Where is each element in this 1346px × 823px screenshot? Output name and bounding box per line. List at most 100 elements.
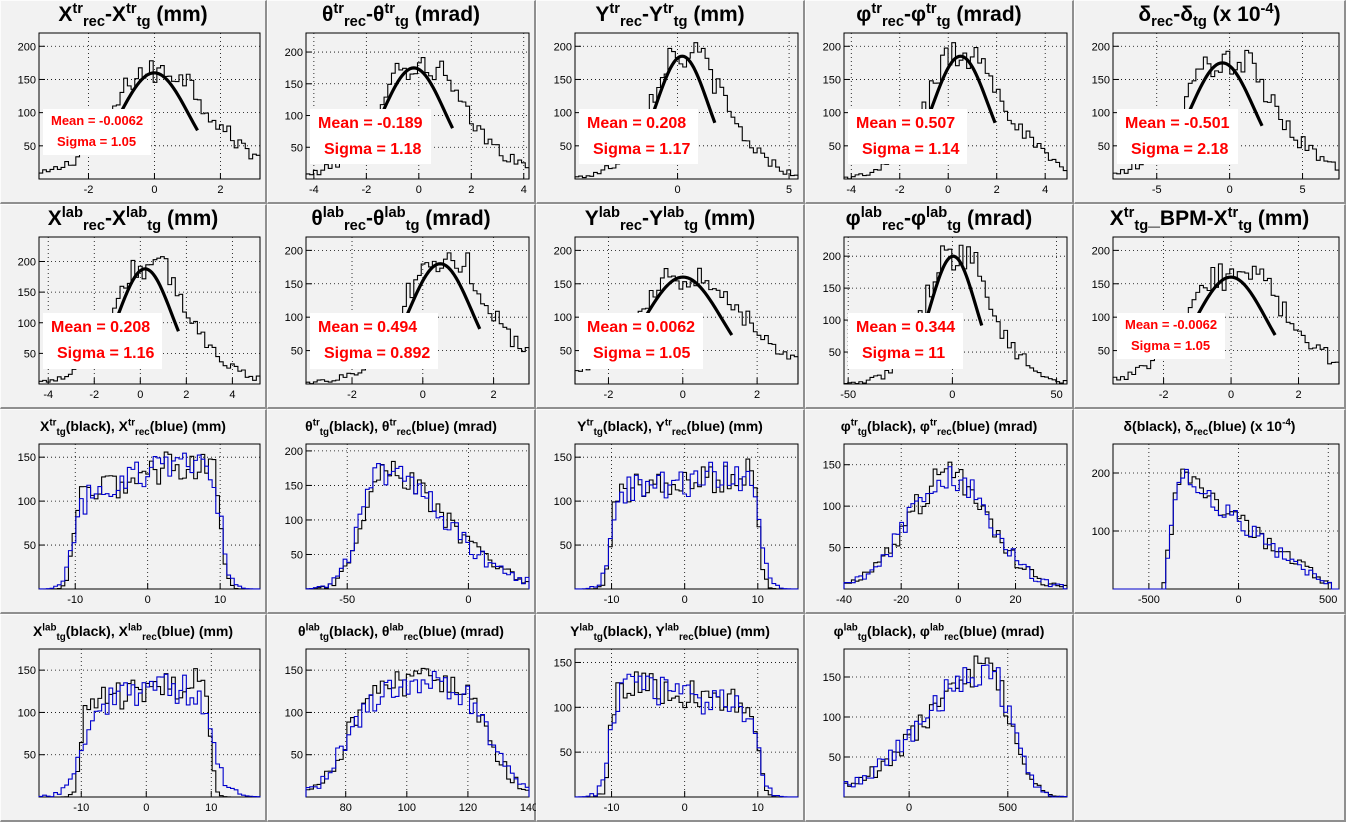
histogram-plot: -10 0 10 50 100 150	[554, 443, 799, 606]
fit-stats-box: Mean = 0.208 Sigma = 1.16	[43, 313, 163, 369]
x-tick-label: -10	[67, 594, 83, 606]
panel-title: Ylabtg(black), Ylabrec(blue) (mm)	[570, 622, 770, 643]
x-tick-label: 0	[675, 184, 681, 196]
panel-title: φtrrec-φtrtg (mrad)	[856, 1, 1022, 31]
panel-title: Xtrtg(black), Xtrrec(blue) (mm)	[40, 417, 226, 438]
x-tick-label: 20	[1009, 594, 1021, 606]
x-tick-label: -5	[1152, 184, 1162, 196]
x-tick-label: -20	[893, 594, 909, 606]
y-tick-label: 150	[285, 480, 303, 492]
fit-mean-label: Mean = 0.0062	[587, 319, 696, 337]
y-tick-label: 100	[554, 108, 572, 120]
x-tick-label: -2	[84, 184, 94, 196]
empty-panel	[1074, 614, 1346, 822]
x-tick-label: 0	[1235, 594, 1241, 606]
histogram-series	[305, 462, 530, 590]
panel-title: Ylabrec-Ylabtg (mm)	[584, 205, 756, 235]
y-tick-label: 150	[18, 665, 36, 677]
x-tick-label: 2	[183, 389, 189, 401]
y-tick-label: 100	[823, 108, 841, 120]
x-tick-label: 140	[520, 802, 538, 814]
panel-title: φlabrec-φlabtg (mrad)	[845, 205, 1033, 235]
histogram-plot: -2 0 2 50 100 150 200	[554, 236, 799, 401]
x-tick-label: -2	[604, 389, 614, 401]
y-tick-label: 50	[829, 752, 841, 764]
x-tick-label: 2	[468, 184, 474, 196]
histogram-series	[1112, 263, 1340, 384]
x-tick-label: 0	[1227, 184, 1233, 196]
y-tick-label: 100	[1092, 526, 1110, 538]
y-tick-label: 200	[285, 47, 303, 59]
y-tick-label: 150	[823, 283, 841, 295]
x-tick-label: -50	[339, 594, 355, 606]
x-tick-label: 0	[680, 389, 686, 401]
x-tick-label: 0	[945, 184, 951, 196]
histogram-panel: Xtrtg_BPM-Xtrtg (mm) -2 0 2 50 100 150 200 Mean …	[1074, 204, 1346, 409]
histogram-panel: Ylabtg(black), Ylabrec(blue) (mm) -10 0 10 5…	[536, 614, 805, 822]
x-tick-label: -2	[89, 389, 99, 401]
panel-title: Xtrtg_BPM-Xtrtg (mm)	[1109, 205, 1310, 235]
y-tick-label: 200	[554, 41, 572, 53]
fit-stats-box: Mean = 0.208 Sigma = 1.17	[579, 108, 699, 165]
y-tick-label: 100	[285, 312, 303, 324]
y-tick-label: 150	[1092, 279, 1110, 291]
histogram-panel: Xtrrec-Xtrtg (mm) -2 0 2 50 100 150 200 Mean = -…	[0, 0, 267, 204]
fit-sigma-label: Sigma = 11	[862, 345, 946, 363]
y-tick-label: 100	[1092, 312, 1110, 324]
gauss-fit-curve	[648, 54, 717, 124]
y-tick-label: 100	[18, 108, 36, 120]
y-tick-label: 50	[291, 750, 303, 762]
histogram-plot: -10 0 10 50 100 150	[554, 648, 799, 814]
y-tick-label: 100	[554, 496, 572, 508]
panel-title: Xtrrec-Xtrtg (mm)	[58, 1, 208, 31]
y-tick-label: 150	[823, 74, 841, 86]
y-tick-label: 150	[285, 665, 303, 677]
x-tick-label: 0	[143, 802, 149, 814]
panel-title: θlabtg(black), θlabrec(blue) (mrad)	[298, 622, 504, 643]
histogram-panel: Xtrtg(black), Xtrrec(blue) (mm) -10 0 10 50 1…	[0, 409, 267, 614]
fit-mean-label: Mean = 0.507	[856, 114, 956, 132]
x-tick-label: 10	[214, 594, 226, 606]
x-tick-label: 4	[1042, 184, 1048, 196]
y-tick-label: 50	[829, 141, 841, 153]
fit-stats-box: Mean = -0.501 Sigma = 2.18	[1117, 108, 1238, 165]
x-tick-label: 0	[906, 802, 912, 814]
y-tick-label: 150	[285, 279, 303, 291]
histogram-plot: -4 -2 0 2 4 50 100 150 200	[285, 32, 530, 196]
fit-stats-box: Mean = 0.0062 Sigma = 1.05	[579, 313, 704, 369]
x-tick-label: 0	[137, 389, 143, 401]
x-tick-label: 0	[682, 802, 688, 814]
fit-sigma-label: Sigma = 0.892	[324, 345, 431, 363]
y-tick-label: 150	[285, 79, 303, 91]
histogram-series	[843, 466, 1068, 590]
panel-title: θtrrec-θtrtg (mrad)	[321, 1, 481, 31]
gauss-fit-curve	[632, 275, 734, 336]
histogram-plot: -10 0 10 50 100 150	[18, 648, 261, 814]
x-tick-label: 0	[1228, 389, 1234, 401]
panel-title: Ytrrec-Ytrtg (mm)	[595, 1, 745, 31]
x-tick-label: 0	[949, 389, 955, 401]
histogram-panel: δrec-δtg (x 10-4) -5 0 5 50 100 150 200 Mean = -…	[1074, 0, 1346, 204]
y-tick-label: 100	[285, 515, 303, 527]
x-tick-label: 500	[1319, 594, 1337, 606]
fit-sigma-label: Sigma = 1.05	[593, 345, 691, 363]
y-tick-label: 50	[1098, 141, 1110, 153]
y-tick-label: 200	[1092, 41, 1110, 53]
y-tick-label: 50	[560, 747, 572, 759]
gauss-fit-curve	[109, 71, 199, 132]
y-tick-label: 200	[285, 446, 303, 458]
fit-mean-label: Mean = 0.208	[51, 319, 151, 337]
y-tick-label: 150	[554, 279, 572, 291]
y-tick-label: 50	[291, 346, 303, 358]
histogram-series	[574, 673, 799, 798]
x-tick-label: 5	[786, 184, 792, 196]
panel-title: Ytrtg(black), Ytrrec(blue) (mm)	[577, 417, 763, 438]
fit-sigma-label: Sigma = 1.16	[57, 345, 155, 363]
x-tick-label: -10	[73, 802, 89, 814]
x-tick-label: 50	[1050, 389, 1062, 401]
y-tick-label: 200	[18, 41, 36, 53]
histogram-plot: -2 0 2 50 100 150 200	[18, 32, 261, 196]
y-tick-label: 100	[285, 111, 303, 123]
histogram-series	[38, 256, 261, 384]
fit-mean-label: Mean = 0.208	[587, 114, 687, 132]
